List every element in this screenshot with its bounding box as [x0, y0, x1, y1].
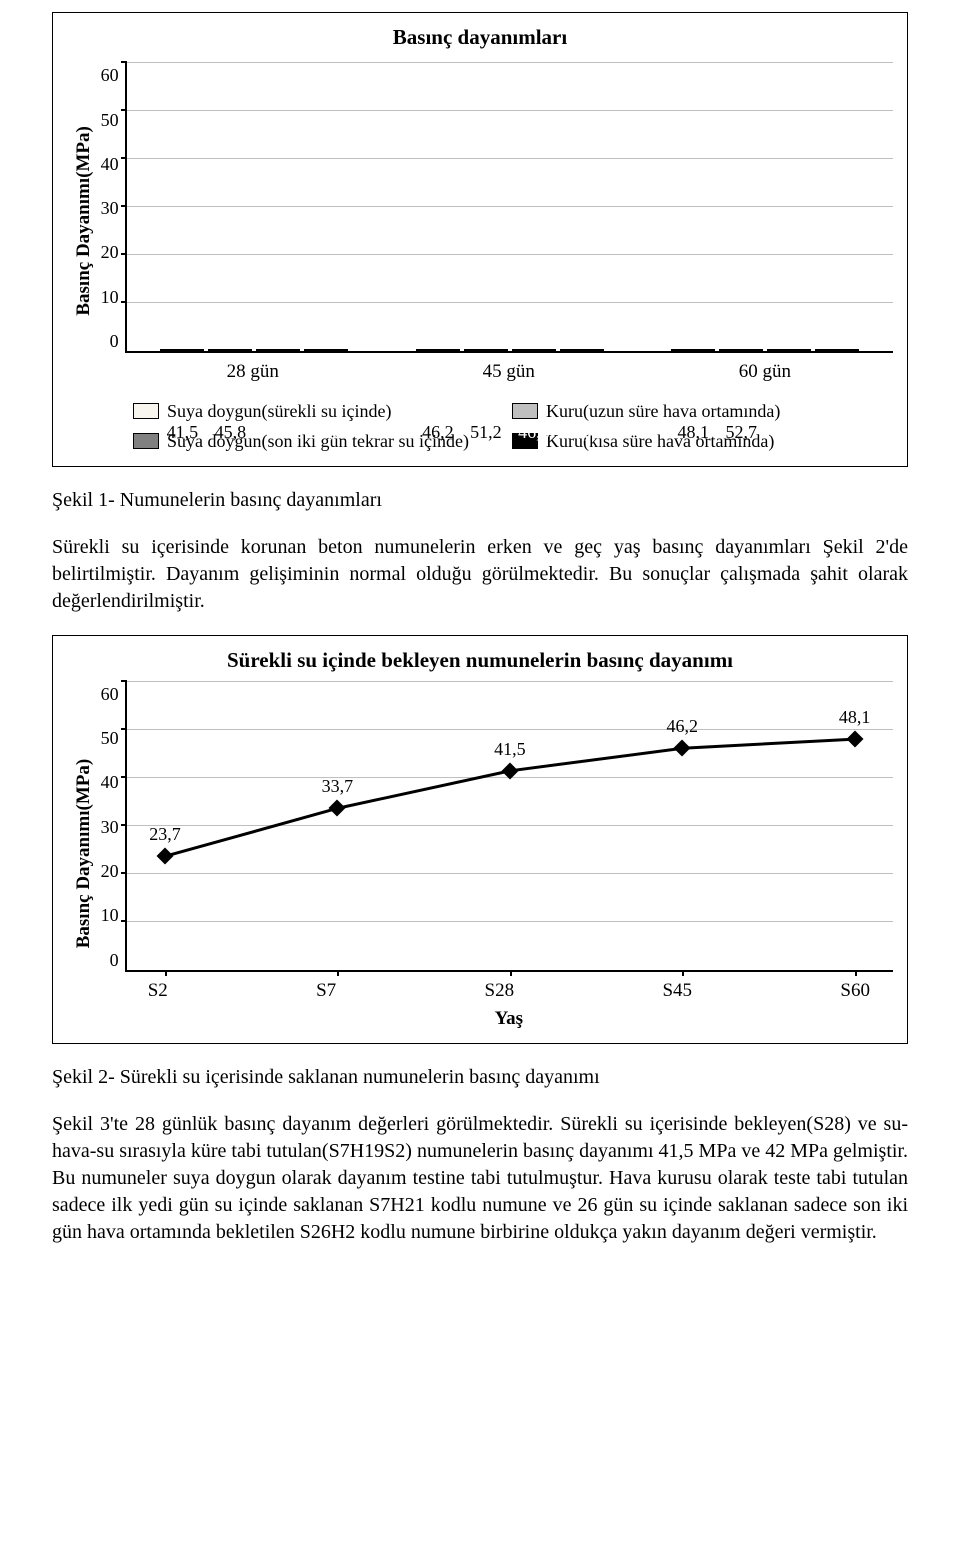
- line-point-label: 46,2: [667, 714, 699, 738]
- legend-swatch: [133, 403, 159, 419]
- line-chart-area: Basınç Dayanımı(MPa) 6050403020100 23,7 3…: [67, 676, 893, 1031]
- bar-chart-plot: 41,5 45,8 42 44,8 46,2 51,2 46,8 50,4 48,1 52,7 47…: [125, 63, 893, 353]
- bar: 52,7: [719, 349, 763, 351]
- bar: 44,8: [304, 349, 348, 351]
- bar: 53,1: [815, 349, 859, 351]
- bar: 50,4: [560, 349, 604, 351]
- bar: 47,4: [767, 349, 811, 351]
- bar-chart-title: Basınç dayanımları: [67, 23, 893, 51]
- line-chart-plot: 23,7 33,7 41,5 46,2 48,1: [125, 682, 893, 972]
- figure1-caption: Şekil 1- Numunelerin basınç dayanımları: [52, 487, 908, 514]
- bar: 45,8: [208, 349, 252, 351]
- bar-chart-y-ticks: 6050403020100: [101, 63, 125, 353]
- bar: 51,2: [464, 349, 508, 351]
- paragraph-1: Sürekli su içerisinde korunan beton numu…: [52, 534, 908, 615]
- legend-swatch: [512, 403, 538, 419]
- paragraph-2: Şekil 3'te 28 günlük basınç dayanım değe…: [52, 1111, 908, 1246]
- line-chart-y-ticks: 6050403020100: [101, 682, 125, 972]
- line-point-label: 41,5: [494, 737, 526, 761]
- bar-chart-area: Basınç Dayanımı(MPa) 6050403020100 41,54…: [67, 57, 893, 385]
- line-point-label: 23,7: [149, 822, 181, 846]
- bar: 46,8: [512, 349, 556, 351]
- bar: 41,5: [160, 349, 204, 351]
- line-chart-x-label: Yaş: [125, 1006, 893, 1032]
- line-chart-title: Sürekli su içinde bekleyen numunelerin b…: [67, 646, 893, 674]
- line-chart-y-label: Basınç Dayanımı(MPa): [67, 676, 101, 1031]
- bar-chart-frame: Basınç dayanımları Basınç Dayanımı(MPa) …: [52, 12, 908, 467]
- line-point-label: 48,1: [839, 705, 871, 729]
- bar: 42: [256, 349, 300, 351]
- bar-chart-x-categories: 28 gün45 gün60 gün: [125, 359, 893, 385]
- bar: 48,1: [671, 349, 715, 351]
- legend-swatch: [133, 433, 159, 449]
- bar-chart-y-label: Basınç Dayanımı(MPa): [67, 57, 101, 385]
- line-point-label: 33,7: [322, 774, 354, 798]
- line-chart-frame: Sürekli su içinde bekleyen numunelerin b…: [52, 635, 908, 1045]
- line-chart-x-categories: S2S7S28S45S60: [125, 978, 893, 1004]
- bar: 46,2: [416, 349, 460, 351]
- figure2-caption: Şekil 2- Sürekli su içerisinde saklanan …: [52, 1064, 908, 1091]
